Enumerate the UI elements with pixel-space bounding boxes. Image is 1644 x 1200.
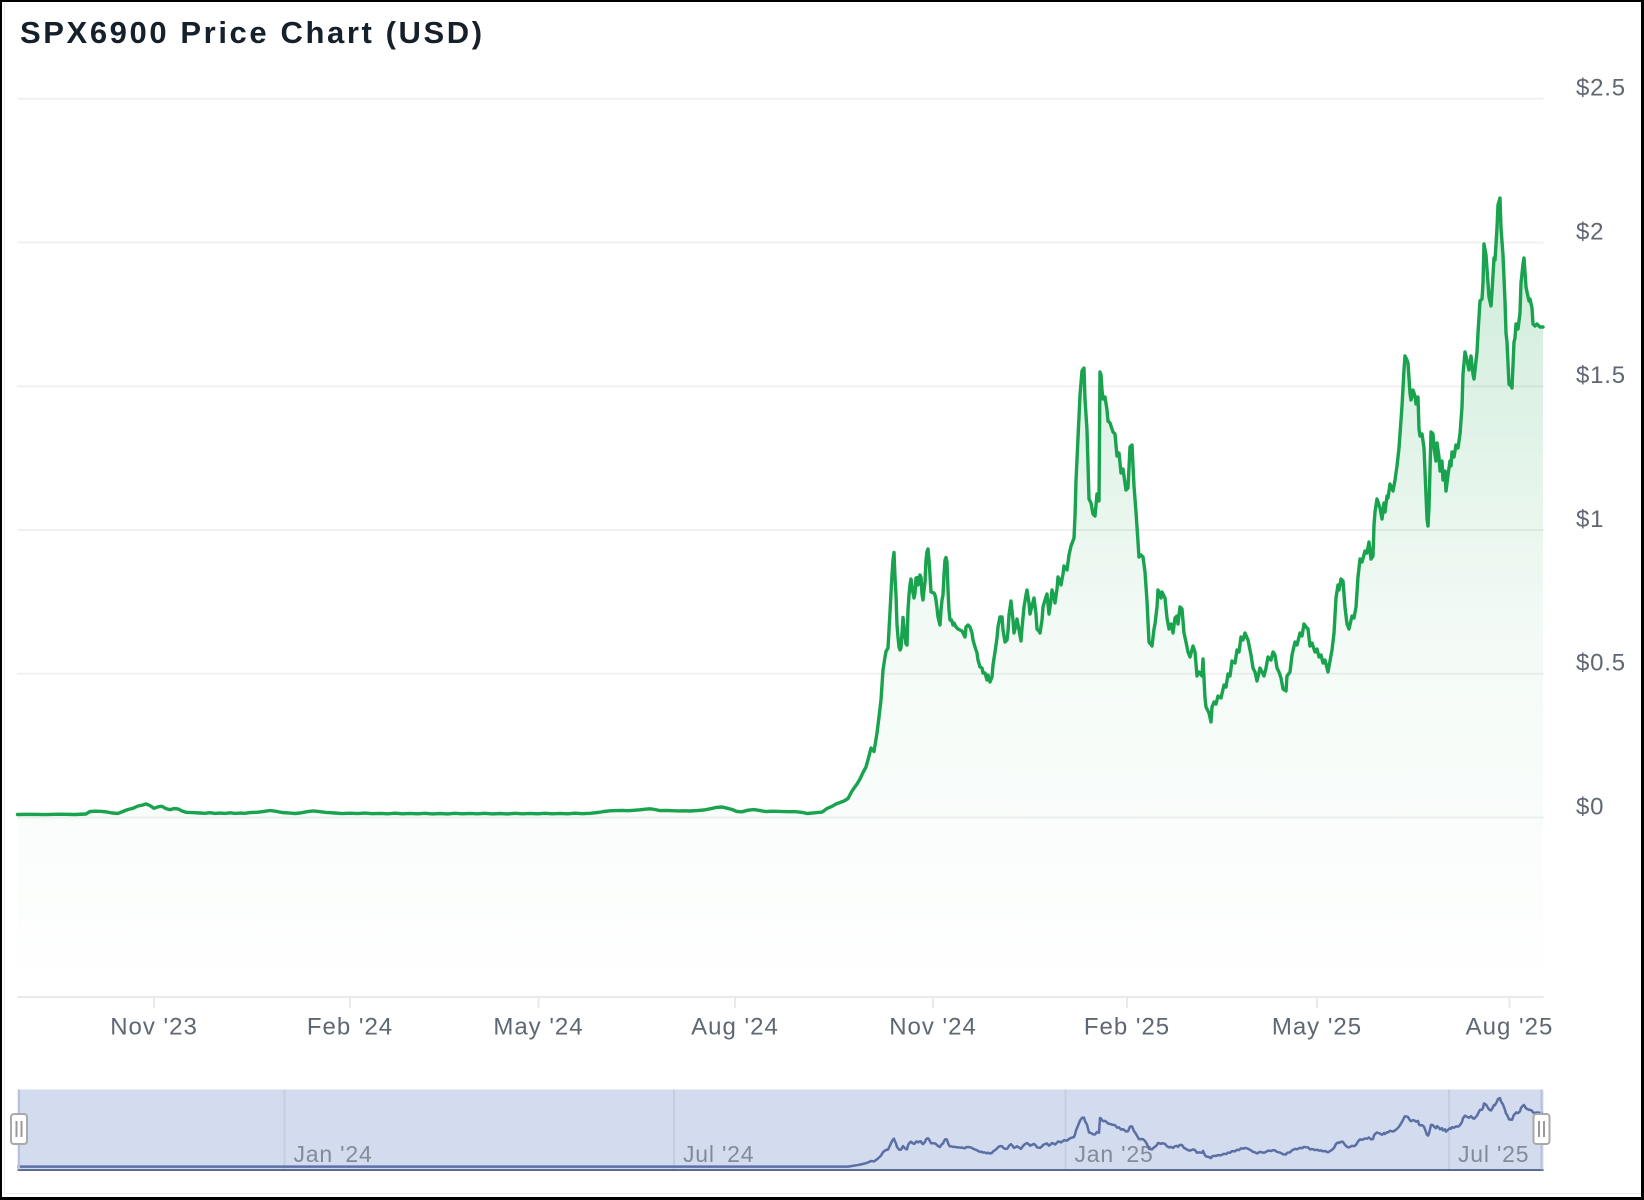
svg-text:Jul '24: Jul '24 [683,1141,754,1167]
svg-text:Feb '25: Feb '25 [1084,1014,1170,1041]
svg-text:May '24: May '24 [493,1014,583,1041]
svg-text:$0: $0 [1576,793,1604,820]
svg-text:$0.5: $0.5 [1576,650,1626,677]
svg-text:$1.5: $1.5 [1576,362,1626,389]
svg-text:Aug '25: Aug '25 [1466,1014,1554,1041]
svg-text:$1: $1 [1576,506,1604,533]
svg-text:$2: $2 [1576,218,1604,245]
svg-text:$2.5: $2.5 [1576,75,1626,102]
svg-text:Jan '24: Jan '24 [294,1141,373,1167]
svg-text:Nov '23: Nov '23 [110,1014,198,1041]
svg-text:Jan '25: Jan '25 [1075,1141,1154,1167]
svg-text:Jul '25: Jul '25 [1458,1141,1529,1167]
svg-text:Feb '24: Feb '24 [307,1014,393,1041]
svg-text:Nov '24: Nov '24 [889,1014,977,1041]
svg-text:May '25: May '25 [1272,1014,1362,1041]
svg-text:Aug '24: Aug '24 [691,1014,779,1041]
